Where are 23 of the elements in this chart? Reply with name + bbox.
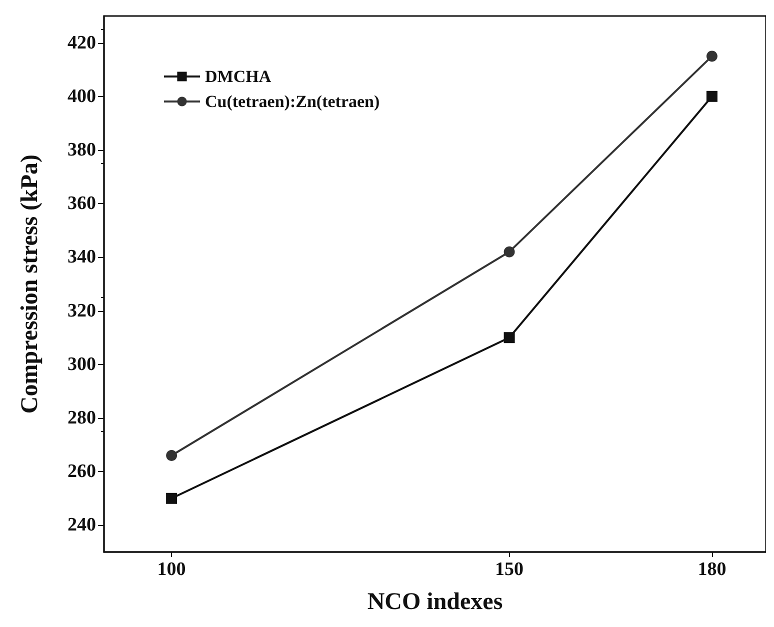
y-tick-label: 380 (68, 140, 96, 160)
y-tick-label: 300 (68, 354, 96, 375)
point (504, 332, 515, 344)
y-tick-label: 420 (68, 32, 96, 54)
point (166, 492, 178, 504)
point (504, 246, 515, 258)
x-tick-label: 180 (698, 559, 726, 580)
y-tick-label: 360 (68, 193, 96, 214)
y-tick-label: 320 (68, 300, 96, 322)
y-tick-label: 240 (68, 514, 96, 536)
legend-label: Cu(tetraen):Zn(tetraen) (205, 92, 380, 111)
x-tick-label: 150 (495, 559, 524, 580)
y-tick-label: 260 (68, 461, 96, 482)
point (706, 50, 718, 62)
y-axis-title: Compression stress (kPa) (17, 154, 43, 414)
x-tick-label: 100 (157, 559, 186, 580)
y-tick-label: 340 (68, 246, 96, 268)
y-tick-label: 400 (68, 86, 96, 107)
y-tick-label: 280 (68, 408, 96, 428)
point (706, 90, 718, 102)
x-axis-title: NCO indexes (367, 589, 503, 615)
point (166, 450, 178, 462)
legend-label: DMCHA (205, 67, 272, 86)
